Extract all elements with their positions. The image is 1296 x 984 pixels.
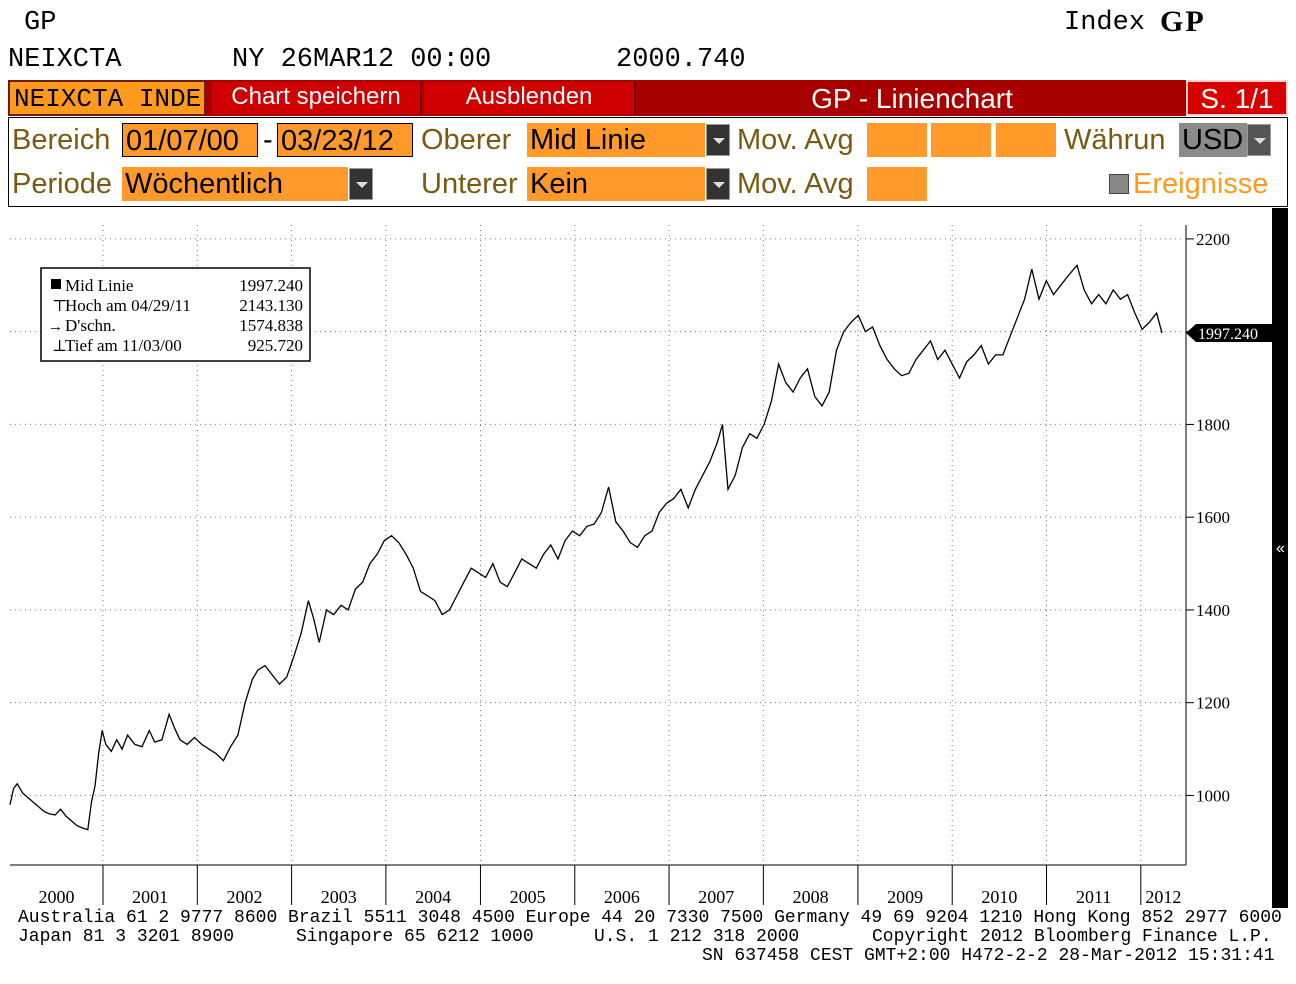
x-tick-label: 2007: [698, 887, 734, 907]
period-label: Periode: [12, 168, 112, 200]
currency-label: Währun: [1064, 124, 1166, 156]
x-tick-label: 2012: [1145, 887, 1181, 907]
footer-japan: Japan 81 3 3201 8900: [18, 927, 235, 947]
legend-high-value: 2143.130: [239, 296, 303, 315]
x-tick-label: 2005: [510, 887, 546, 907]
legend-low-icon: ⊥: [52, 338, 67, 355]
y-tick-label: 2200: [1196, 230, 1230, 249]
legend-box: Mid Linie 1997.240 ⊤ Hoch am 04/29/11 21…: [40, 267, 311, 362]
legend-avg-icon: →: [48, 319, 63, 335]
x-tick-label: 2002: [226, 887, 262, 907]
range-label: Bereich: [12, 124, 111, 156]
legend-avg-label: D'schn.: [65, 316, 116, 335]
events-checkbox[interactable]: [1109, 174, 1129, 194]
legend-low-label: Tief am 11/03/00: [65, 336, 182, 355]
legend-square-icon: [51, 279, 61, 289]
y-tick-label: 1200: [1196, 694, 1230, 713]
command-toolbar: NEIXCTA INDE Chart speichern Ausblenden …: [8, 80, 1288, 116]
mov-avg-label-1: Mov. Avg: [737, 124, 854, 156]
collapse-chevron-icon[interactable]: «: [1276, 540, 1285, 557]
x-tick-label: 2006: [604, 887, 640, 907]
legend-avg-value: 1574.838: [239, 316, 303, 335]
mov-avg-field-2[interactable]: [931, 123, 991, 157]
upper-dropdown-icon[interactable]: [706, 124, 730, 156]
range-separator: -: [263, 124, 273, 156]
y-tick-label: 1000: [1196, 786, 1230, 805]
mov-avg-field-3[interactable]: [996, 123, 1056, 157]
x-tick-label: 2000: [39, 887, 75, 907]
save-chart-button[interactable]: Chart speichern: [212, 82, 422, 114]
range-start-field[interactable]: 01/07/00: [122, 123, 258, 157]
right-scroll-strip[interactable]: [1272, 208, 1288, 908]
period-dropdown-icon[interactable]: [349, 168, 373, 200]
footer-us: U.S. 1 212 318 2000: [594, 927, 800, 947]
chart-title: GP - Linienchart: [811, 83, 1013, 114]
index-brand-logo: GP: [1160, 5, 1206, 38]
lower-dropdown-icon[interactable]: [706, 168, 730, 200]
legend-mid-label: Mid Linie: [65, 276, 133, 295]
x-tick-label: 2009: [887, 887, 923, 907]
currency-select[interactable]: USD: [1179, 123, 1247, 157]
hide-button[interactable]: Ausblenden: [424, 82, 636, 114]
upper-select[interactable]: Mid Linie: [527, 123, 705, 157]
last-value-label: 1997.240: [1198, 326, 1258, 343]
lower-label: Unterer: [421, 168, 518, 200]
footer-contacts-line1: Australia 61 2 9777 8600 Brazil 5511 304…: [18, 908, 1282, 928]
quote-datetime: NY 26MAR12 00:00: [232, 45, 492, 75]
x-tick-label: 2001: [132, 887, 168, 907]
y-tick-label: 1400: [1196, 601, 1230, 620]
ticker-field[interactable]: NEIXCTA INDE: [8, 80, 206, 116]
footer-session-info: SN 637458 CEST GMT+2:00 H472-2-2 28-Mar-…: [702, 946, 1275, 966]
events-label[interactable]: Ereignisse: [1133, 168, 1269, 200]
x-tick-label: 2003: [321, 887, 357, 907]
ticker-symbol: NEIXCTA: [8, 45, 122, 75]
x-tick-label: 2004: [415, 887, 451, 907]
index-label: Index: [1064, 8, 1146, 38]
legend-mid-value: 1997.240: [239, 276, 303, 295]
upper-label: Oberer: [421, 124, 512, 156]
currency-dropdown-icon[interactable]: [1247, 124, 1271, 156]
lower-select[interactable]: Kein: [527, 167, 705, 201]
line-chart: 1000 1200 1400 1600 1800 2200 2000 2001 2002 200…: [9, 225, 1272, 907]
y-tick-label: 1600: [1196, 508, 1230, 527]
function-code: GP: [24, 8, 57, 38]
period-select[interactable]: Wöchentlich: [122, 167, 348, 201]
last-value: 2000.740: [616, 45, 746, 75]
x-tick-label: 2008: [793, 887, 829, 907]
range-end-field[interactable]: 03/23/12: [277, 123, 413, 157]
page-indicator[interactable]: S. 1/1: [1186, 80, 1288, 116]
y-tick-label: 1800: [1196, 415, 1230, 434]
legend-high-label: Hoch am 04/29/11: [65, 296, 191, 315]
mov-avg-label-2: Mov. Avg: [737, 168, 854, 200]
chart-settings-panel: Bereich 01/07/00 - 03/23/12 Oberer Mid L…: [8, 117, 1288, 207]
legend-high-icon: ⊤: [52, 298, 67, 315]
last-value-marker: [1186, 324, 1272, 343]
footer-singapore: Singapore 65 6212 1000: [296, 927, 534, 947]
legend-low-value: 925.720: [248, 336, 303, 355]
series-line-mid: [9, 263, 1163, 831]
x-tick-label: 2011: [1076, 887, 1111, 907]
x-tick-label: 2010: [981, 887, 1017, 907]
mov-avg-field-1[interactable]: [867, 123, 927, 157]
lower-mov-avg-field[interactable]: [867, 167, 927, 201]
footer-copyright: Copyright 2012 Bloomberg Finance L.P.: [872, 927, 1272, 947]
